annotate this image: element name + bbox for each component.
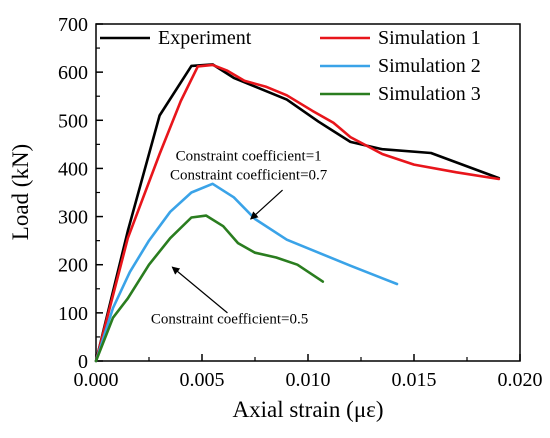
y-tick-label: 0 xyxy=(78,351,88,373)
y-axis-title: Load (kN) xyxy=(8,144,33,240)
series xyxy=(94,63,501,363)
annotations: Constraint coefficient=1 Constraint coeff… xyxy=(151,149,328,328)
series-line-4 xyxy=(94,214,325,363)
legend-label: Simulation 2 xyxy=(378,55,481,77)
y-tick-label: 500 xyxy=(58,110,88,132)
x-axis-title: Axial strain (με) xyxy=(232,397,383,422)
x-tick-label: 0.000 xyxy=(74,369,119,391)
legend: Experiment Simulation 1 Simulation 2 Simula… xyxy=(100,27,481,105)
x-tick-label: 0.005 xyxy=(180,369,225,391)
x-tick-label: 0.020 xyxy=(498,369,543,391)
y-tick-label: 600 xyxy=(58,62,88,84)
series-line-1 xyxy=(94,63,501,363)
annotation-arrow xyxy=(250,189,283,220)
annotation-text: Constraint coefficient=1 xyxy=(176,149,322,165)
x-tick-label: 0.010 xyxy=(286,369,331,391)
series-line-3 xyxy=(94,182,399,363)
legend-item-1: Experiment xyxy=(100,27,252,49)
annotation-text: Constraint coefficient=0.5 xyxy=(151,311,308,327)
annotation-text: Constraint coefficient=0.7 xyxy=(170,168,328,184)
legend-item-4: Simulation 3 xyxy=(320,83,481,105)
legend-label: Experiment xyxy=(158,27,252,49)
y-tick-label: 200 xyxy=(58,255,88,277)
y-tick-label: 100 xyxy=(58,303,88,325)
legend-label: Simulation 3 xyxy=(378,83,481,105)
y-tick-label: 700 xyxy=(58,14,88,36)
legend-item-3: Simulation 2 xyxy=(320,55,481,77)
legend-label: Simulation 1 xyxy=(378,27,481,49)
ticks: 0.000 0.005 0.010 0.015 0.020 0 100 200 300 400 50… xyxy=(58,14,543,391)
y-tick-label: 400 xyxy=(58,158,88,180)
x-tick-label: 0.015 xyxy=(392,369,437,391)
annotation-arrow xyxy=(171,266,228,314)
series-line-2 xyxy=(94,63,501,363)
legend-item-2: Simulation 1 xyxy=(320,27,481,49)
y-tick-label: 300 xyxy=(58,207,88,229)
